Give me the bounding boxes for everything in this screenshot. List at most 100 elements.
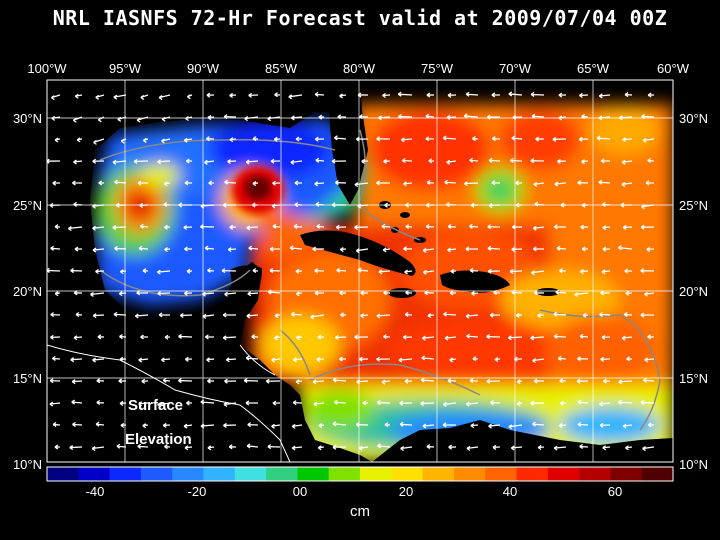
current-arrow xyxy=(339,356,347,362)
current-arrow xyxy=(138,245,149,251)
current-arrow xyxy=(295,136,303,142)
current-arrow xyxy=(381,223,391,229)
current-arrow xyxy=(294,202,303,208)
current-arrow xyxy=(508,91,523,97)
lat-label: 25°N xyxy=(679,198,708,213)
current-arrow xyxy=(267,444,281,450)
current-arrow xyxy=(316,356,325,362)
current-arrow xyxy=(73,335,83,341)
current-arrow xyxy=(354,334,369,340)
current-arrow xyxy=(530,335,545,341)
current-arrow xyxy=(116,443,127,449)
current-arrow xyxy=(576,378,589,384)
lon-label: 60°W xyxy=(657,61,690,76)
current-arrow xyxy=(316,223,325,229)
current-arrow xyxy=(339,290,347,296)
page-title: NRL IASNFS 72-Hr Forecast valid at 2009/… xyxy=(52,6,668,30)
land-masses xyxy=(47,80,673,462)
colorbar-swatch xyxy=(579,467,611,481)
current-arrow xyxy=(359,114,369,120)
current-arrow xyxy=(555,289,567,295)
current-arrow xyxy=(92,225,105,231)
current-arrow xyxy=(339,246,347,253)
current-arrow xyxy=(272,400,281,406)
current-arrow xyxy=(618,115,633,121)
current-arrow xyxy=(208,180,215,186)
colorbar-swatch xyxy=(109,467,142,481)
current-arrow xyxy=(574,291,589,298)
current-arrow xyxy=(296,335,303,341)
current-arrow xyxy=(252,136,259,142)
current-arrow xyxy=(223,422,237,428)
current-arrow xyxy=(120,138,127,144)
current-arrow xyxy=(290,159,303,165)
current-arrow xyxy=(647,422,655,428)
current-arrow xyxy=(600,158,611,164)
current-arrow xyxy=(621,159,633,165)
current-arrow xyxy=(622,137,633,143)
current-arrow xyxy=(399,400,413,406)
current-arrow xyxy=(183,137,193,143)
current-arrow xyxy=(403,181,413,187)
current-arrow xyxy=(340,312,347,318)
map-plot-area: Surface Elevation xyxy=(47,80,673,462)
current-arrow xyxy=(640,312,655,318)
current-arrow xyxy=(96,378,105,384)
current-arrow xyxy=(537,444,545,451)
current-arrow xyxy=(246,313,259,319)
current-arrow xyxy=(52,421,61,427)
current-arrow xyxy=(90,291,105,298)
current-arrow xyxy=(553,445,567,451)
colorbar-ticks: -40 -20 00 20 40 60 xyxy=(86,484,623,499)
current-arrow xyxy=(49,202,61,208)
current-arrow xyxy=(557,355,567,361)
current-arrow xyxy=(97,334,105,340)
current-arrow xyxy=(318,114,325,120)
current-arrow xyxy=(492,444,501,450)
current-arrow xyxy=(273,136,281,142)
current-arrow xyxy=(531,270,545,276)
current-arrow xyxy=(274,92,281,98)
current-arrow xyxy=(202,313,215,319)
current-arrow xyxy=(92,313,105,319)
current-arrow xyxy=(141,378,149,384)
current-arrow xyxy=(510,445,523,451)
current-arrow xyxy=(224,291,237,297)
current-arrow xyxy=(293,223,303,229)
current-arrow xyxy=(157,159,171,165)
current-arrow xyxy=(222,335,237,341)
current-arrow xyxy=(291,115,303,121)
current-arrow xyxy=(404,311,413,318)
current-arrow xyxy=(354,224,369,230)
current-arrow xyxy=(161,357,171,363)
current-arrow xyxy=(618,245,633,251)
current-arrow xyxy=(641,204,655,210)
current-arrow xyxy=(448,444,457,450)
current-arrow xyxy=(425,113,435,119)
current-arrow xyxy=(158,312,171,318)
current-arrow xyxy=(486,114,501,120)
current-arrow xyxy=(640,224,655,230)
current-arrow xyxy=(317,445,325,451)
current-arrow xyxy=(248,245,259,251)
current-arrow xyxy=(136,290,149,296)
current-arrow xyxy=(622,423,633,429)
current-arrow xyxy=(625,445,633,451)
current-arrow xyxy=(532,225,545,231)
current-arrow xyxy=(534,201,545,207)
current-arrow xyxy=(556,245,567,251)
current-arrow xyxy=(113,94,127,100)
current-arrow xyxy=(618,399,633,405)
current-arrow xyxy=(118,378,127,384)
current-arrow xyxy=(450,268,457,274)
current-arrow xyxy=(641,113,655,120)
current-arrow xyxy=(598,115,611,121)
current-arrow xyxy=(142,423,149,429)
current-arrow xyxy=(229,92,237,98)
current-arrow xyxy=(291,445,303,451)
lon-label: 85°W xyxy=(265,61,298,76)
current-arrow xyxy=(164,334,171,340)
current-arrow xyxy=(52,180,61,186)
current-arrow xyxy=(119,333,127,340)
current-arrow xyxy=(489,312,501,318)
